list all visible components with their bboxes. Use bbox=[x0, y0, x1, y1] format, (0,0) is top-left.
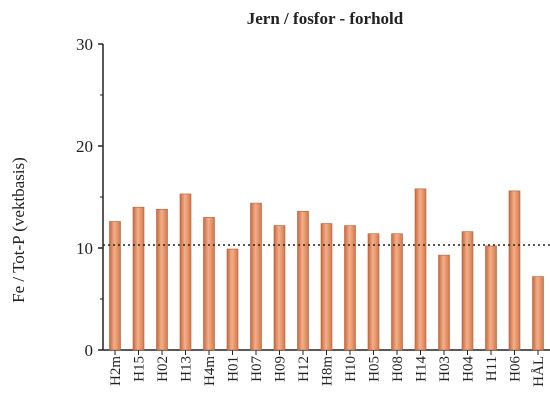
bar bbox=[344, 225, 356, 351]
y-tick-label: 20 bbox=[76, 137, 93, 156]
x-tick-label: H06 bbox=[508, 356, 524, 382]
bar bbox=[226, 248, 239, 351]
x-tick-label: H09 bbox=[273, 356, 289, 382]
y-tick-label: 30 bbox=[76, 35, 93, 54]
bar bbox=[297, 210, 309, 351]
bar bbox=[532, 276, 544, 351]
x-tick-label: H07 bbox=[249, 356, 265, 382]
bar bbox=[132, 206, 145, 351]
y-tick-label: 10 bbox=[76, 239, 93, 258]
bar bbox=[156, 208, 168, 351]
y-axis-label: Fe / Tot-P (vektbasis) bbox=[9, 157, 28, 303]
bar bbox=[109, 221, 121, 351]
bar bbox=[414, 188, 427, 351]
bar bbox=[485, 245, 497, 351]
x-tick-label: H05 bbox=[367, 356, 383, 382]
bar bbox=[438, 254, 450, 351]
bar bbox=[391, 233, 403, 351]
x-tick-label: HÅL bbox=[531, 356, 547, 387]
bar bbox=[273, 225, 286, 351]
chart-title: Jern / fosfor - forhold bbox=[247, 9, 404, 28]
bar bbox=[461, 231, 474, 351]
x-tick-label: H4m bbox=[202, 356, 218, 386]
x-tick-label: H2m bbox=[108, 356, 124, 386]
x-tick-label: H11 bbox=[484, 356, 500, 381]
x-tick-label: H12 bbox=[296, 356, 312, 382]
x-tick-label: H04 bbox=[461, 356, 477, 382]
x-tick-label: H14 bbox=[414, 356, 430, 382]
bar bbox=[367, 233, 380, 351]
x-tick-label: H08 bbox=[390, 356, 406, 382]
x-tick-label: H8m bbox=[320, 356, 336, 386]
bar bbox=[250, 202, 262, 351]
bar bbox=[320, 223, 333, 351]
x-tick-label: H13 bbox=[179, 356, 195, 382]
bar bbox=[508, 190, 521, 351]
x-tick-label: H02 bbox=[155, 356, 171, 382]
x-tick-label: H03 bbox=[437, 356, 453, 382]
x-tick-label: H10 bbox=[343, 356, 359, 382]
bar bbox=[179, 193, 192, 351]
x-tick-label: H01 bbox=[226, 356, 242, 382]
bar bbox=[203, 217, 215, 351]
y-tick-label: 0 bbox=[85, 341, 94, 360]
x-tick-label: H15 bbox=[132, 356, 148, 382]
